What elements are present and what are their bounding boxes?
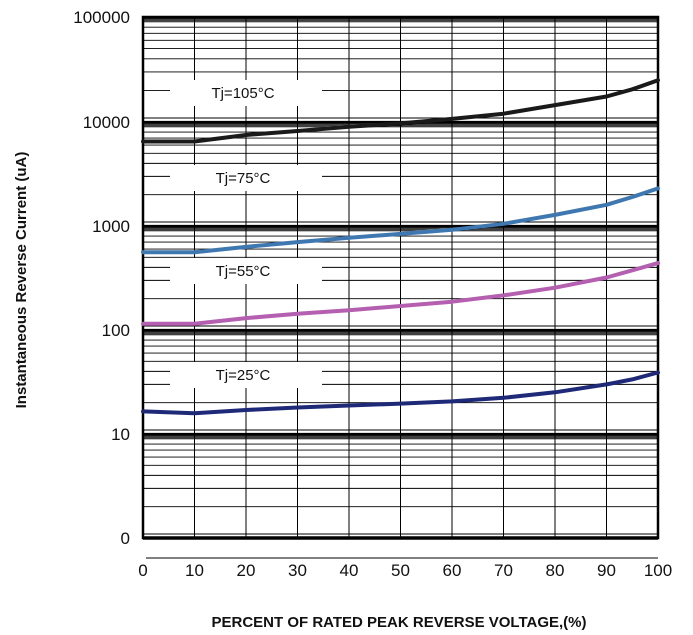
y-tick-label: 10000 (83, 113, 130, 132)
series-label: Tj=55°C (216, 263, 271, 280)
x-tick-label: 80 (546, 561, 565, 580)
x-tick-label: 40 (340, 561, 359, 580)
x-tick-label: 50 (391, 561, 410, 580)
series-label-box (170, 362, 322, 388)
x-tick-label: 0 (138, 561, 147, 580)
series-label-box (170, 258, 322, 284)
y-tick-label: 100000 (73, 8, 130, 27)
series-label: Tj=75°C (216, 170, 271, 187)
series-lines (141, 78, 660, 416)
series-label: Tj=105°C (211, 85, 274, 102)
series-label-box (170, 165, 322, 191)
series-line (141, 261, 660, 326)
plot-frame (141, 15, 660, 559)
y-tick-label: 1000 (92, 217, 130, 236)
series-label: Tj=25°C (216, 367, 271, 384)
x-tick-label: 90 (597, 561, 616, 580)
series-label-box (170, 80, 322, 106)
series-line (141, 186, 660, 255)
x-tick-label: 30 (288, 561, 307, 580)
x-axis-title: PERCENT OF RATED PEAK REVERSE VOLTAGE,(%… (211, 614, 586, 631)
x-tick-label: 100 (644, 561, 672, 580)
x-tick-label: 10 (185, 561, 204, 580)
x-tick-label: 20 (237, 561, 256, 580)
tick-labels: 0 10 20 30 40 50 60 70 80 90 100010100100010000100… (73, 8, 672, 580)
y-tick-label: 100 (102, 321, 130, 340)
y-tick-label: 0 (121, 529, 130, 548)
y-axis-title: Instantaneous Reverse Current (uA) (13, 152, 30, 409)
gridlines (143, 17, 658, 540)
x-tick-label: 60 (443, 561, 462, 580)
series-label-boxes: Tj=105°C Tj=75°C Tj=55°C Tj=25°C (170, 80, 322, 388)
series-line (141, 370, 660, 416)
x-tick-label: 70 (494, 561, 513, 580)
y-tick-label: 10 (111, 425, 130, 444)
series-line (141, 78, 660, 144)
